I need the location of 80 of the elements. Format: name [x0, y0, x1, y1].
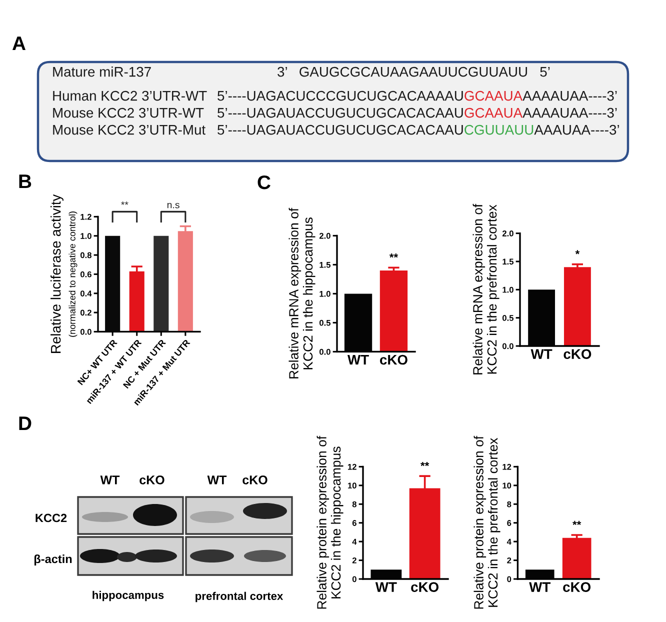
text: CGUUAUU — [464, 124, 534, 135]
text: KCC2 — [36, 514, 67, 522]
text: hippocampus — [92, 590, 164, 602]
x-tick-label: WT — [347, 354, 369, 365]
text: Mature miR-137 — [53, 66, 151, 77]
text: cKO — [242, 476, 268, 484]
y-tick-label: 2 — [352, 557, 356, 564]
y-axis-title: Relative mRNA expression of KCC2 in the hippocampus — [288, 208, 316, 378]
y-tick-label: 0.4 — [80, 290, 92, 296]
x-tick-label: cKO — [563, 582, 591, 592]
text: AAAUAA----3’ — [534, 124, 619, 135]
y-tick-label: 10 — [348, 482, 356, 489]
text: GCAAUA — [464, 108, 523, 118]
text: WT — [100, 476, 120, 484]
y-tick-label: 1.2 — [80, 214, 92, 220]
y-tick-label: 1.0 — [320, 290, 330, 297]
bar — [154, 236, 169, 332]
text: (normalized to negative control) — [68, 212, 78, 337]
y-tick-label: 0.5 — [502, 315, 514, 321]
x-tick-label: cKO — [564, 349, 592, 359]
text: A — [12, 36, 26, 50]
y-tick-label: 4 — [506, 538, 512, 545]
y-tick-label: 0.8 — [80, 252, 92, 258]
y-tick-label: 0.5 — [319, 320, 331, 326]
text: ** — [121, 201, 128, 205]
text: 3’ GAUGCGCAUAAGAAUUCGUUAUU 5’ — [278, 66, 550, 77]
bar — [178, 231, 193, 332]
text: 5’----UAGAUACCUGUCUGCACACAAU — [218, 108, 463, 118]
y-tick-label: 8 — [507, 501, 512, 508]
y-tick-label: 2.0 — [502, 230, 514, 236]
x-tick-label: cKO — [411, 582, 439, 592]
chart-title: C — [258, 175, 270, 190]
y-tick-label: 10 — [502, 482, 512, 489]
y-tick-label: 0.0 — [502, 343, 514, 350]
annotation: * — [575, 250, 580, 254]
y-tick-label: 1.0 — [502, 286, 514, 293]
text: cKO — [140, 476, 164, 484]
text: Human KCC2 3’UTR-WT — [53, 90, 207, 101]
y-tick-label: 0 — [507, 576, 512, 582]
y-tick-label: 6 — [507, 520, 512, 526]
y-tick-label: 0 — [352, 576, 356, 582]
y-axis-title: Relative luciferase activity — [50, 194, 64, 353]
y-axis-title: Relative protein expression of KCC2 in the prefrontal cortex — [474, 436, 500, 609]
x-tick-label: cKO — [380, 354, 408, 365]
y-tick-label: 0.2 — [80, 310, 92, 316]
bar — [129, 271, 144, 332]
text: D — [19, 416, 32, 430]
text: 5’----UAGAUACCUGUCUGCACACAAU — [218, 124, 463, 135]
y-tick-label: 12 — [502, 464, 512, 470]
y-tick-label: 12 — [348, 464, 356, 470]
y-tick-label: 2.0 — [319, 232, 330, 239]
y-tick-label: 1.5 — [502, 258, 514, 265]
text: WT — [207, 476, 227, 484]
y-tick-label: 8 — [352, 501, 356, 508]
y-tick-label: 4 — [352, 538, 357, 545]
y-tick-label: 2 — [507, 557, 512, 564]
text: β-actin — [34, 554, 72, 566]
text: n.s — [167, 202, 180, 208]
text: Mouse KCC2 3’UTR-WT — [53, 108, 204, 118]
text: ** — [420, 462, 430, 466]
text: 5’----UAGACUCCCGUCUGCACAAAAU — [218, 90, 463, 101]
y-axis-title: Relative protein expression of KCC2 in the hippocampus — [316, 436, 344, 609]
annotation: ** — [389, 253, 398, 258]
y-tick-label: 0.6 — [80, 271, 92, 278]
text: prefrontal cortex — [196, 592, 284, 602]
text: Mouse KCC2 3’UTR-Mut — [53, 124, 206, 135]
y-tick-label: 0.0 — [80, 328, 92, 335]
y-tick-label: 0.0 — [319, 348, 330, 355]
y-tick-label: 1.0 — [80, 233, 92, 239]
chart-title: B — [19, 174, 32, 188]
y-axis-title: Relative mRNA expression of KCC2 in the prefrontal cortex — [472, 204, 500, 374]
text: GCAAUA — [464, 90, 523, 101]
x-tick-label: WT — [529, 582, 551, 592]
text: AAAAUAA----3’ — [522, 90, 617, 101]
x-tick-label: WT — [530, 349, 552, 359]
y-tick-label: 6 — [352, 520, 356, 526]
text: AAAAUAA----3’ — [522, 108, 617, 118]
annotation: ** — [572, 520, 582, 526]
x-tick-label: WT — [375, 582, 397, 592]
y-tick-label: 1.5 — [320, 262, 331, 268]
